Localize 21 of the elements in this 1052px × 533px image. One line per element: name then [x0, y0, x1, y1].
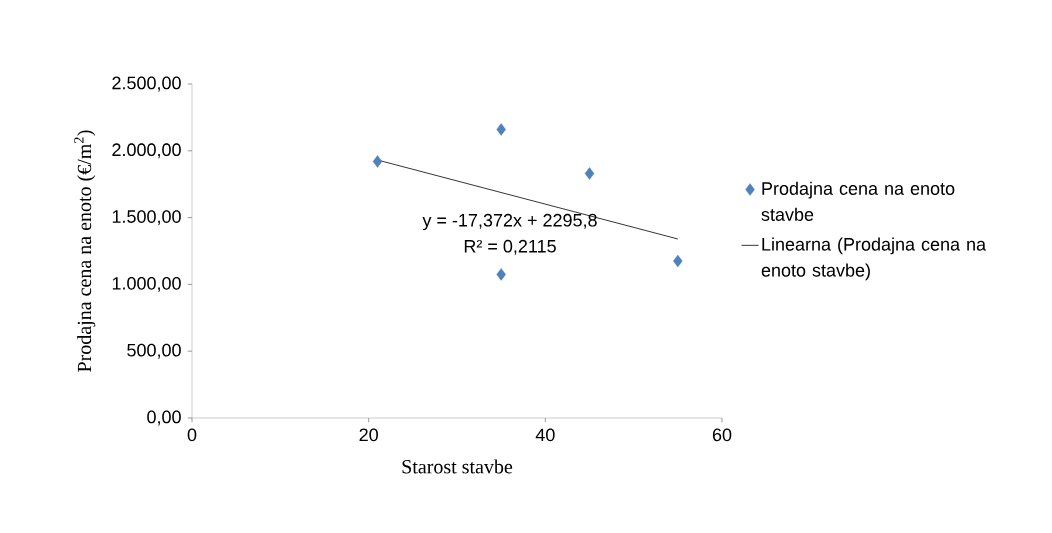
annotation: y = -17,372x + 2295,8: [422, 213, 597, 231]
x-tick-label: 20: [359, 428, 378, 442]
x-axis-title: Starost stavbe: [402, 459, 513, 474]
legend-label: Prodajna cena na enoto stavbe: [761, 181, 955, 221]
y-tick-label: 2.500,00: [112, 76, 181, 92]
y-tick-label: 2.000,00: [112, 143, 181, 159]
y-tick-label: 500,00: [127, 343, 181, 359]
x-tick-label: 60: [712, 428, 732, 442]
annotation: R² = 0,2115: [464, 239, 556, 255]
y-tick-label: 0,00: [147, 410, 181, 426]
y-tick-label: 1.000,00: [112, 276, 181, 292]
legend-label: Linearna (Prodajna cena na enoto stavbe): [761, 237, 987, 281]
point: [584, 167, 595, 180]
x-tick-label: 40: [535, 428, 555, 442]
y-axis-title: Prodajna cena na enoto (€/m$^{2}$): [74, 130, 96, 372]
point: [673, 254, 683, 268]
point: [496, 123, 506, 136]
point: [372, 155, 383, 168]
point: [496, 268, 506, 281]
x-tick-label: 0: [187, 428, 197, 442]
y-tick-label: 1.500,00: [112, 210, 181, 226]
